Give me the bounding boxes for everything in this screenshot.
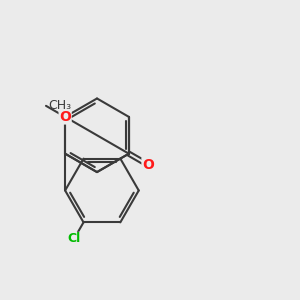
- Text: O: O: [142, 158, 154, 172]
- Text: Cl: Cl: [67, 232, 81, 245]
- Text: O: O: [59, 110, 71, 124]
- Text: CH₃: CH₃: [48, 99, 71, 112]
